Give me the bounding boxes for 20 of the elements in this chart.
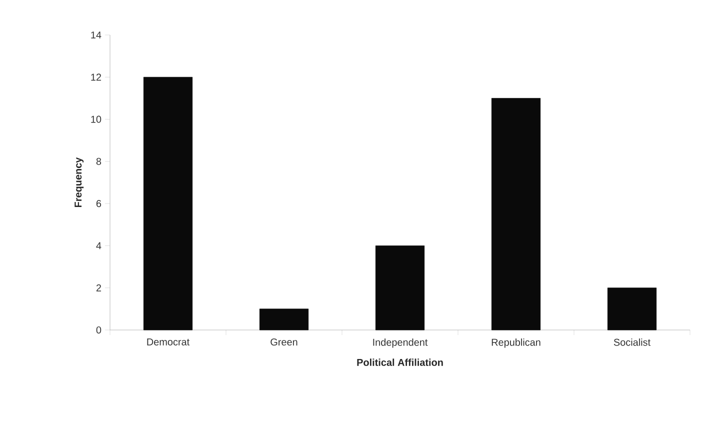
x-tick-label: Independent <box>373 338 428 348</box>
bar <box>143 76 193 330</box>
y-tick-label: 4 <box>96 242 102 250</box>
bar <box>259 308 309 330</box>
y-tick-label: 6 <box>96 200 102 208</box>
x-tick-label: Republican <box>492 338 540 348</box>
bar <box>607 288 657 330</box>
bar <box>491 98 541 330</box>
x-tick-label: Socialist <box>614 338 650 346</box>
y-tick-label: 0 <box>96 326 102 334</box>
y-tick-label: 14 <box>91 32 102 38</box>
bar <box>375 246 425 330</box>
y-axis-title: Frequency <box>74 157 84 208</box>
y-tick-label: 2 <box>96 284 102 292</box>
y-tick-label: 10 <box>91 116 102 123</box>
x-tick-label: Democrat <box>147 338 190 346</box>
x-axis-title: Political Affiliation <box>357 358 443 366</box>
y-tick-label: 8 <box>96 158 102 165</box>
x-tick-label: Green <box>270 338 298 346</box>
y-tick-label: 12 <box>91 74 102 81</box>
